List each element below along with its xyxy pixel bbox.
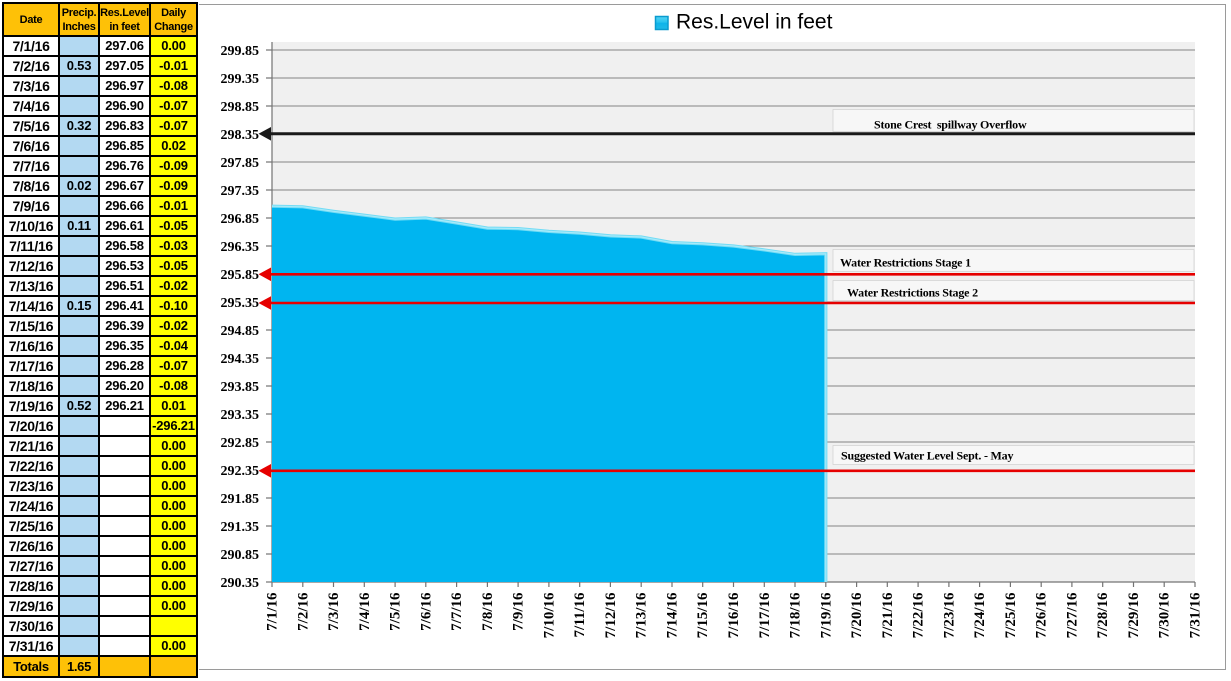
svg-text:7/4/16: 7/4/16 xyxy=(357,592,373,631)
svg-text:7/14/16: 7/14/16 xyxy=(665,592,681,638)
svg-text:298.85: 298.85 xyxy=(221,100,260,115)
svg-text:7/29/16: 7/29/16 xyxy=(1126,592,1142,638)
svg-text:7/26/16: 7/26/16 xyxy=(1034,592,1050,638)
svg-text:7/3/16: 7/3/16 xyxy=(326,592,342,631)
svg-text:292.35: 292.35 xyxy=(221,464,260,479)
svg-text:Res.Level in feet: Res.Level in feet xyxy=(676,11,833,34)
svg-text:7/6/16: 7/6/16 xyxy=(418,592,434,631)
svg-text:294.85: 294.85 xyxy=(221,324,260,339)
svg-text:7/13/16: 7/13/16 xyxy=(634,592,650,638)
svg-text:7/25/16: 7/25/16 xyxy=(1003,592,1019,638)
svg-text:7/12/16: 7/12/16 xyxy=(603,592,619,638)
svg-text:299.85: 299.85 xyxy=(221,44,260,59)
svg-text:290.85: 290.85 xyxy=(221,548,260,563)
svg-text:297.85: 297.85 xyxy=(221,156,260,171)
svg-text:299.35: 299.35 xyxy=(221,72,260,87)
svg-text:7/30/16: 7/30/16 xyxy=(1157,592,1173,638)
svg-text:7/28/16: 7/28/16 xyxy=(1095,592,1111,638)
svg-text:295.35: 295.35 xyxy=(221,296,260,311)
svg-text:7/11/16: 7/11/16 xyxy=(572,592,588,638)
svg-text:7/8/16: 7/8/16 xyxy=(480,592,496,631)
svg-text:Water Restrictions Stage 1: Water Restrictions Stage 1 xyxy=(840,256,971,270)
svg-text:7/9/16: 7/9/16 xyxy=(511,592,527,631)
svg-text:296.85: 296.85 xyxy=(221,212,260,227)
svg-text:7/7/16: 7/7/16 xyxy=(449,592,465,631)
svg-text:7/23/16: 7/23/16 xyxy=(941,592,957,638)
svg-text:7/10/16: 7/10/16 xyxy=(541,592,557,638)
svg-text:7/1/16: 7/1/16 xyxy=(265,592,281,631)
svg-text:295.85: 295.85 xyxy=(221,268,260,283)
svg-text:7/18/16: 7/18/16 xyxy=(788,592,804,638)
svg-text:Suggested Water Level Sept. -: Suggested Water Level Sept. - May xyxy=(841,449,1013,463)
svg-text:Water Restrictions Stage 2: Water Restrictions Stage 2 xyxy=(847,286,978,300)
svg-text:298.35: 298.35 xyxy=(221,128,260,143)
svg-text:291.85: 291.85 xyxy=(221,492,260,507)
svg-text:292.85: 292.85 xyxy=(221,436,260,451)
svg-text:293.35: 293.35 xyxy=(221,408,260,423)
svg-text:7/20/16: 7/20/16 xyxy=(849,592,865,638)
svg-text:7/31/16: 7/31/16 xyxy=(1188,592,1204,638)
svg-text:7/19/16: 7/19/16 xyxy=(818,592,834,638)
svg-text:7/15/16: 7/15/16 xyxy=(695,592,711,638)
svg-text:7/21/16: 7/21/16 xyxy=(880,592,896,638)
svg-text:7/27/16: 7/27/16 xyxy=(1064,592,1080,638)
svg-text:297.35: 297.35 xyxy=(221,184,260,199)
svg-text:294.35: 294.35 xyxy=(221,352,260,367)
svg-text:7/17/16: 7/17/16 xyxy=(757,592,773,638)
svg-text:293.85: 293.85 xyxy=(221,380,260,395)
svg-text:Stone Crest spillway Overflow: Stone Crest spillway Overflow xyxy=(874,118,1027,132)
svg-text:7/22/16: 7/22/16 xyxy=(911,592,927,638)
svg-text:7/16/16: 7/16/16 xyxy=(726,592,742,638)
svg-text:290.35: 290.35 xyxy=(221,576,260,591)
svg-text:7/5/16: 7/5/16 xyxy=(388,592,404,631)
svg-text:7/2/16: 7/2/16 xyxy=(295,592,311,631)
svg-text:296.35: 296.35 xyxy=(221,240,260,255)
svg-text:7/24/16: 7/24/16 xyxy=(972,592,988,638)
svg-text:291.35: 291.35 xyxy=(221,520,260,535)
